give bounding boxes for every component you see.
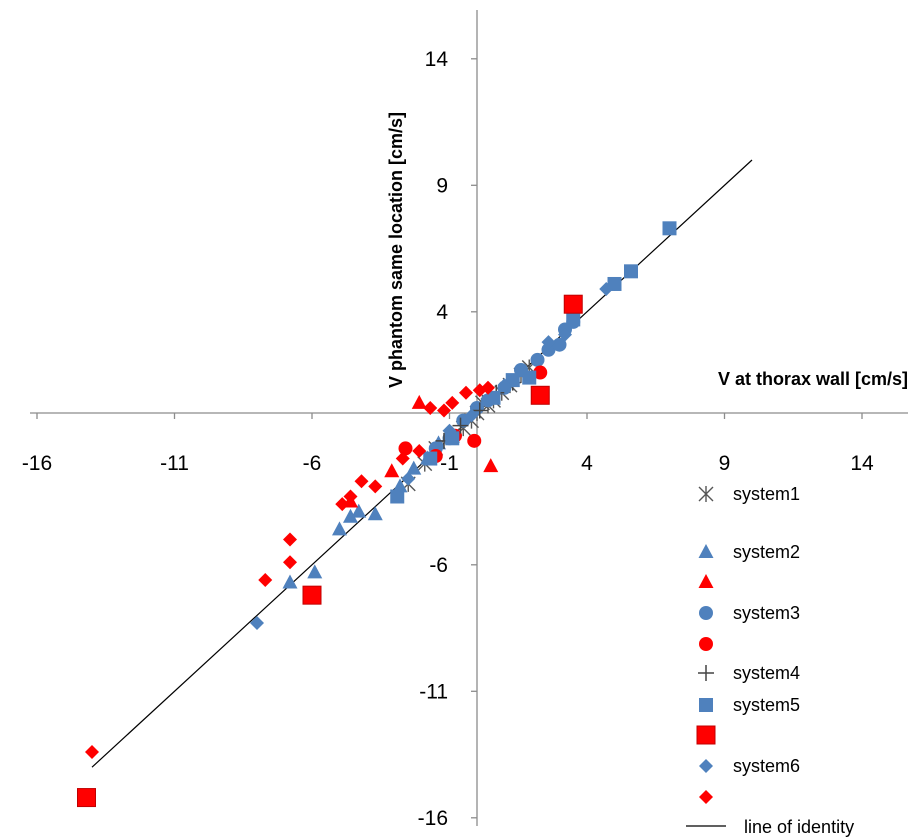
y-tick-label: 9 xyxy=(436,174,448,197)
diamond-red-point xyxy=(354,474,369,489)
x-axis-title: V at thorax wall [cm/s] xyxy=(718,369,908,389)
y-tick-label: 14 xyxy=(425,48,449,71)
plus-blue-point xyxy=(471,402,488,419)
legend-marker xyxy=(698,486,714,502)
data-points xyxy=(77,221,677,808)
square-blue-point xyxy=(662,221,677,236)
square-red-point xyxy=(530,385,550,405)
y-tick-label: -16 xyxy=(418,807,448,830)
diamond-red-point xyxy=(437,403,451,418)
x-tick-label: -11 xyxy=(160,452,189,475)
legend-label: system5 xyxy=(733,695,800,715)
diamond-blue-point xyxy=(514,362,528,377)
diamond-blue-point xyxy=(464,408,479,423)
triangle-blue-point xyxy=(282,574,298,589)
square-blue-point xyxy=(566,312,581,327)
plus-blue-point xyxy=(452,417,469,434)
x-tick-label: -6 xyxy=(303,452,322,475)
diamond-blue-point xyxy=(250,615,264,630)
legend-label: system4 xyxy=(733,663,800,683)
y-tick-label: 4 xyxy=(436,301,448,324)
square-red-point xyxy=(563,294,583,314)
circle-blue-point xyxy=(541,342,556,357)
square-blue-point xyxy=(624,264,638,279)
triangle-blue-point xyxy=(406,460,422,475)
square-red-point xyxy=(77,788,96,808)
diamond-red-point xyxy=(412,443,427,458)
x-tick-label: 14 xyxy=(850,452,874,475)
x-tick-label: 9 xyxy=(719,452,731,475)
diamond-blue-point xyxy=(401,471,416,486)
diamond-red-point xyxy=(445,395,460,410)
square-blue-point xyxy=(390,489,405,504)
legend-marker xyxy=(698,574,714,588)
tick-labels: -16 -11 -6 -1 4 9 14 -16 -11 -6 4 9 14 xyxy=(22,48,874,830)
legend-marker xyxy=(698,665,714,681)
circle-red-point xyxy=(533,365,548,380)
legend-label: system3 xyxy=(733,603,800,623)
y-tick-label: -6 xyxy=(429,554,448,577)
triangle-red-point xyxy=(411,394,427,409)
triangle-blue-point xyxy=(332,521,347,536)
circle-red-point xyxy=(467,433,482,448)
diamond-blue-point xyxy=(607,276,622,291)
triangle-blue-point xyxy=(343,508,358,523)
legend-label: system6 xyxy=(733,756,800,776)
diamond-red-point xyxy=(459,385,473,400)
triangle-blue-point xyxy=(367,506,383,521)
legend-label: system2 xyxy=(733,542,800,562)
triangle-blue-point xyxy=(351,503,367,518)
legend-marker xyxy=(699,698,713,712)
legend-marker xyxy=(699,637,713,651)
square-red-point xyxy=(302,585,322,605)
legend-label: system1 xyxy=(733,484,800,504)
square-blue-point xyxy=(522,370,537,385)
x-tick-label: -1 xyxy=(440,452,459,475)
legend-marker xyxy=(696,725,716,745)
triangle-red-point xyxy=(384,463,400,478)
circle-blue-point xyxy=(552,337,567,352)
diamond-red-point xyxy=(335,497,350,512)
y-tick-label: -11 xyxy=(419,680,448,703)
legend-marker xyxy=(699,759,713,773)
square-blue-point xyxy=(486,390,501,405)
diamond-red-point xyxy=(395,451,410,466)
legend: system1 system2 system3 system4 system5 syste… xyxy=(686,484,854,837)
x-tick-label: 4 xyxy=(581,452,593,475)
legend-marker xyxy=(699,606,713,620)
diamond-red-point xyxy=(343,489,358,504)
diamond-red-point xyxy=(283,532,297,547)
square-blue-point xyxy=(423,451,438,466)
diamond-blue-point xyxy=(558,327,572,342)
diamond-blue-point xyxy=(442,423,457,438)
diamond-blue-point xyxy=(541,335,556,350)
diamond-red-point xyxy=(283,555,297,570)
triangle-blue-point xyxy=(307,564,323,579)
diamond-blue-point xyxy=(497,378,512,393)
diamond-red-point xyxy=(85,745,99,760)
diamond-red-point xyxy=(423,400,438,415)
diamond-red-point xyxy=(481,380,495,395)
x-tick-label: -16 xyxy=(22,452,52,475)
y-axis-title: V phantom same location [cm/s] xyxy=(386,112,406,388)
triangle-blue-point xyxy=(392,478,408,493)
triangle-red-point xyxy=(483,458,499,473)
diamond-red-point xyxy=(368,479,383,494)
legend-marker xyxy=(699,790,713,804)
legend-identity-label: line of identity xyxy=(744,817,854,837)
legend-marker xyxy=(698,544,714,558)
circle-red-point xyxy=(398,441,413,456)
diamond-red-point xyxy=(258,572,273,587)
circle-blue-point xyxy=(530,352,545,367)
